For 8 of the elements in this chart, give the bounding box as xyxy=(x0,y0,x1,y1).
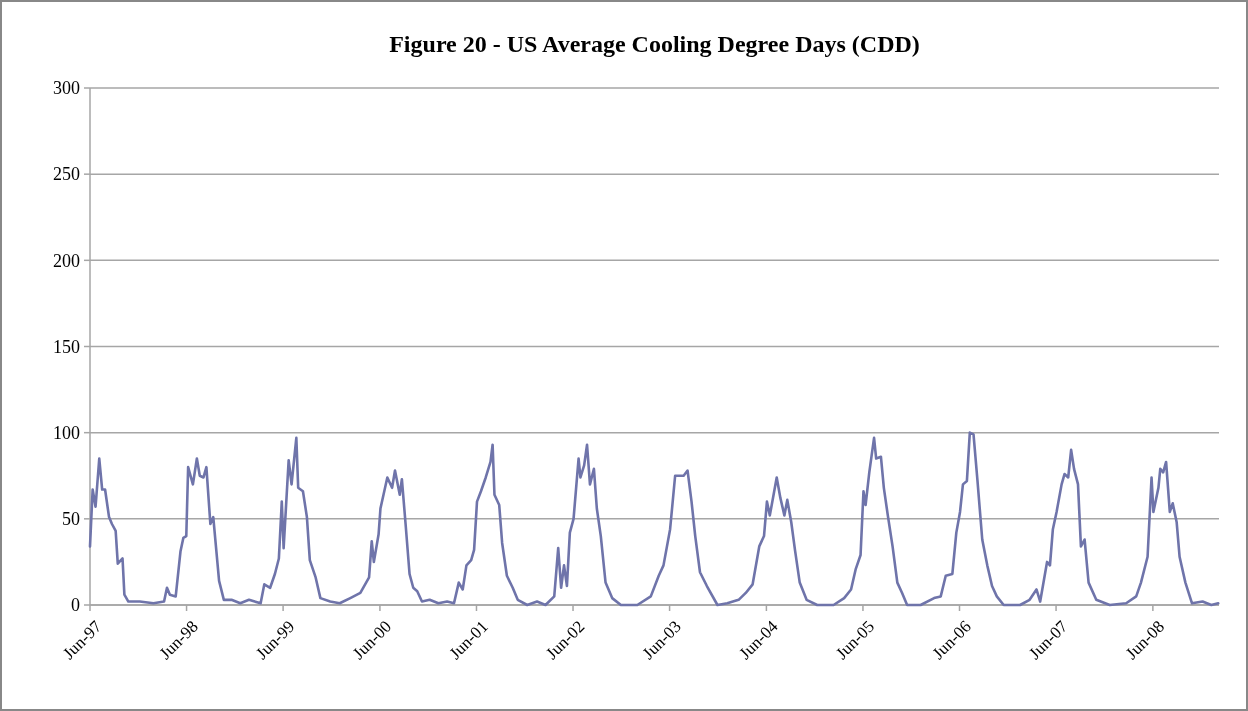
y-tick-label: 100 xyxy=(53,422,80,443)
y-tick-label: 0 xyxy=(71,595,80,616)
y-tick-label: 250 xyxy=(53,164,80,185)
y-tick-label: 150 xyxy=(53,336,80,357)
chart-title: Figure 20 - US Average Cooling Degree Days (CDD) xyxy=(389,31,920,57)
y-tick-label: 50 xyxy=(62,509,80,530)
y-tick-label: 300 xyxy=(53,78,80,99)
y-tick-label: 200 xyxy=(53,250,80,271)
